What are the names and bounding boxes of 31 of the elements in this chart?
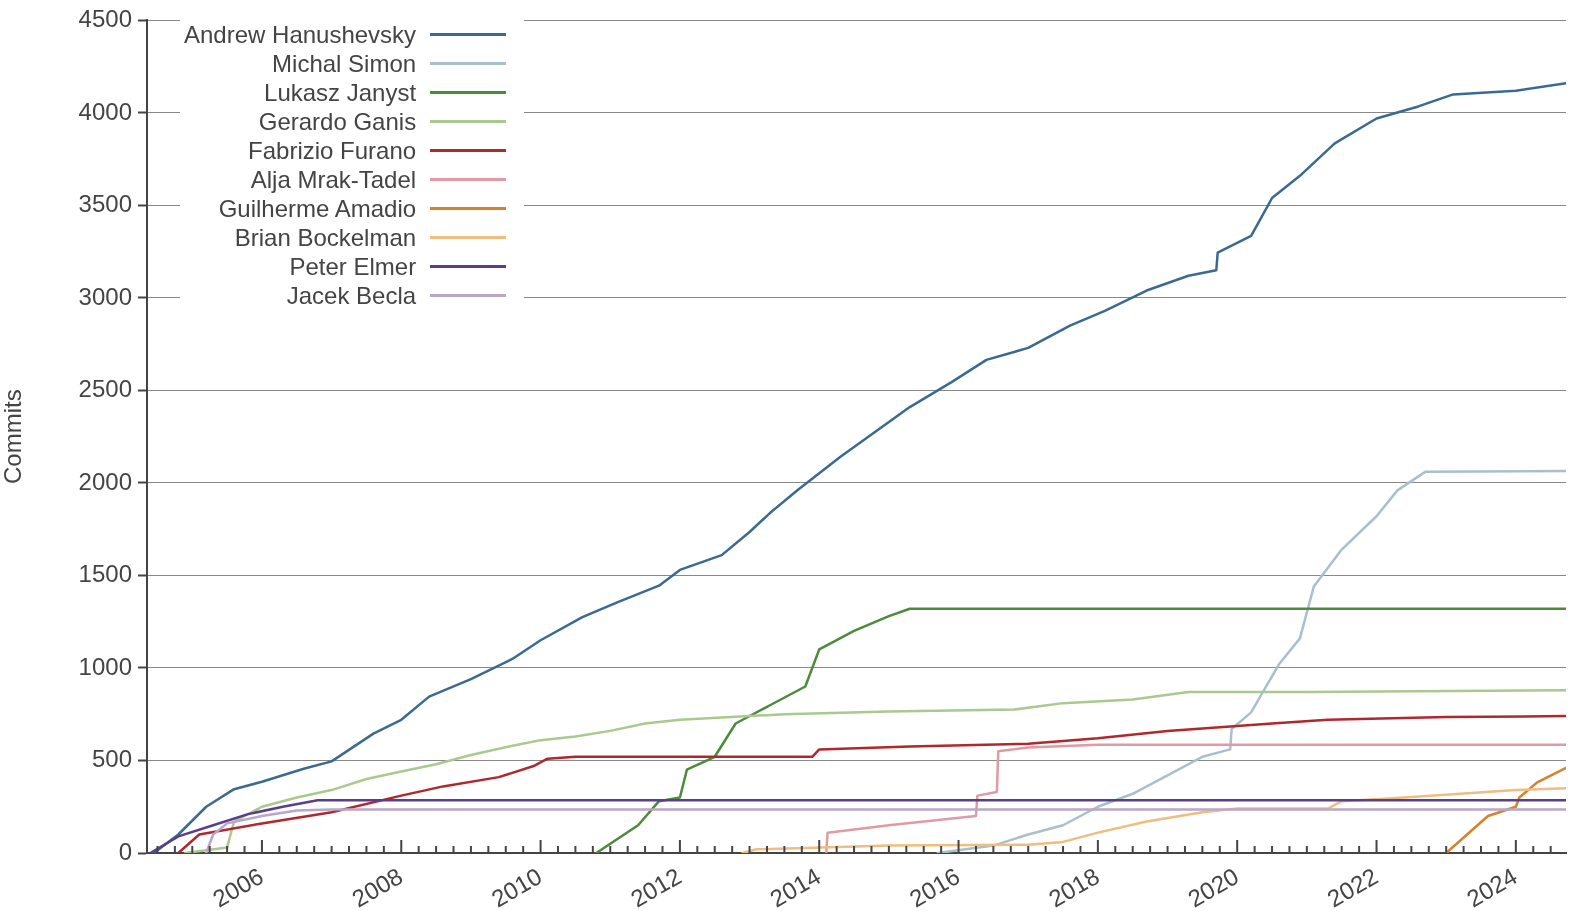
y-tick-label: 3500 bbox=[78, 190, 132, 218]
y-tick-label: 0 bbox=[118, 837, 132, 865]
y-tick-label: 2500 bbox=[78, 375, 132, 403]
legend-label: Brian Bockelman bbox=[234, 223, 417, 252]
y-tick-label: 500 bbox=[91, 745, 132, 773]
x-tick-label: 2024 bbox=[1461, 862, 1522, 911]
y-tick-label: 4500 bbox=[78, 5, 132, 33]
x-tick-label: 2014 bbox=[765, 862, 826, 911]
x-tick-label: 2018 bbox=[1043, 862, 1104, 911]
x-tick-label: 2012 bbox=[626, 862, 686, 911]
y-tick-label: 1000 bbox=[78, 652, 132, 680]
legend-label: Fabrizio Furano bbox=[248, 136, 417, 165]
legend-label: Alja Mrak-Tadel bbox=[250, 165, 417, 194]
x-tick-label: 2010 bbox=[486, 862, 547, 911]
y-axis-title: Commits bbox=[0, 389, 27, 485]
legend-label: Andrew Hanushevsky bbox=[184, 20, 417, 49]
y-tick-label: 1500 bbox=[78, 560, 132, 588]
x-tick-label: 2022 bbox=[1322, 862, 1383, 911]
x-tick-label: 2020 bbox=[1183, 862, 1244, 911]
x-tick-label: 2006 bbox=[208, 862, 268, 911]
y-tick-label: 4000 bbox=[78, 97, 132, 125]
legend-label: Michal Simon bbox=[272, 49, 417, 78]
x-tick-label: 2016 bbox=[904, 862, 965, 911]
legend-label: Lukasz Janyst bbox=[264, 78, 417, 107]
legend-label: Gerardo Ganis bbox=[258, 107, 417, 136]
legend-label: Peter Elmer bbox=[289, 252, 417, 281]
x-tick-label: 2008 bbox=[347, 862, 408, 911]
y-tick-label: 3000 bbox=[78, 282, 132, 310]
legend-label: Jacek Becla bbox=[286, 281, 417, 310]
y-tick-label: 2000 bbox=[78, 467, 132, 495]
legend-label: Guilherme Amadio bbox=[218, 194, 417, 223]
